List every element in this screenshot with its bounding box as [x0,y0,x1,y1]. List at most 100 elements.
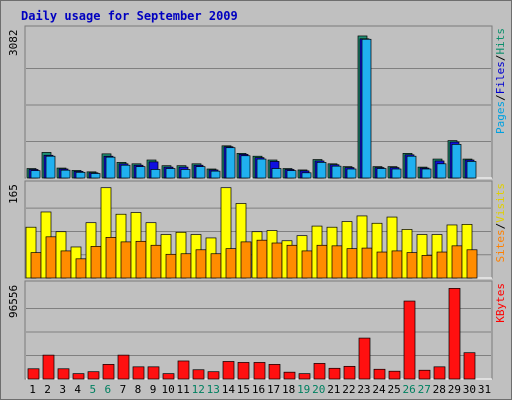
x-tick-label: 9 [150,383,157,396]
legend: Pages/Files/Hits [494,28,507,134]
bar-sites [436,251,448,279]
bar-sites [135,240,147,279]
bar-kbytes [313,363,326,380]
bar-pages [90,173,101,179]
bar-kbytes [177,360,190,380]
bar-kbytes [283,371,296,380]
bar-kbytes [253,362,266,380]
x-tick-label: 1 [29,383,36,396]
y-max-label: 3082 [7,30,20,57]
bar-sites [331,245,343,279]
x-tick-label: 7 [120,383,127,396]
bar-kbytes [343,365,356,380]
y-max-label: 96556 [7,285,20,318]
bar-pages [286,170,297,179]
x-tick-label: 17 [267,383,280,396]
bar-kbytes [147,366,160,380]
bar-kbytes [448,288,461,380]
bar-pages [421,168,432,179]
bar-kbytes [27,368,40,380]
x-tick-label: 30 [463,383,476,396]
bar-sites [466,249,478,279]
legend-entry: KBytes [494,283,507,323]
x-tick-label: 20 [312,383,325,396]
bar-kbytes [418,369,431,380]
x-tick-label: 21 [327,383,340,396]
chart-title: Daily usage for September 2009 [21,9,238,23]
bar-kbytes [192,369,205,380]
bar-pages [376,168,387,179]
bar-pages [271,168,282,179]
bar-kbytes [57,368,70,380]
x-tick-label: 28 [433,383,446,396]
bar-pages [451,144,462,179]
legend-entry: Files [494,61,507,94]
bar-kbytes [102,364,115,380]
x-tick-label: 27 [418,383,431,396]
bar-pages [331,165,342,179]
bar-pages [466,161,477,179]
x-tick-label: 15 [237,383,250,396]
x-tick-label: 19 [297,383,310,396]
bar-sites [75,258,87,279]
legend-entry: Pages [494,101,507,134]
bar-sites [271,242,283,279]
bar-kbytes [268,364,281,380]
bar-sites [301,250,313,279]
x-tick-label: 23 [357,383,370,396]
bar-pages [240,155,251,179]
panel-kbytes: 96556 KBytes [7,280,507,380]
x-tick-label: 3 [59,383,66,396]
bar-sites [225,248,237,279]
bar-pages [361,38,372,179]
x-tick-label: 6 [105,383,112,396]
bar-pages [225,147,236,179]
bar-kbytes [373,368,386,380]
bar-sites [256,239,268,279]
bar-sites [451,245,463,279]
bar-pages [135,166,146,179]
legend-entry: / [494,55,507,62]
bar-sites [165,253,177,279]
panel-border [24,25,493,179]
bar-pages [406,155,417,179]
bar-sites [210,253,222,279]
bar-sites [30,252,42,279]
bar-pages [195,166,206,179]
bar-pages [150,169,161,179]
bar-sites [240,241,252,279]
bar-kbytes [117,354,130,380]
y-max-label: 165 [7,184,20,204]
bar-kbytes [42,354,55,380]
legend-entry: Visits [494,183,507,223]
bar-pages [391,168,402,179]
bar-pages [75,171,86,179]
bar-sites [150,244,162,279]
bar-sites [180,253,192,279]
bar-pages [256,158,267,179]
bar-pages [301,172,312,179]
bar-kbytes [433,366,446,380]
bar-kbytes [72,373,85,380]
x-tick-label: 31 [478,383,491,396]
bar-pages [316,162,327,179]
x-tick-label: 29 [448,383,461,396]
x-tick-label: 2 [44,383,51,396]
bar-sites [376,251,388,279]
bar-pages [346,168,357,179]
x-tick-label: 14 [222,383,236,396]
bar-sites [120,241,132,279]
bar-kbytes [162,373,175,380]
bar-kbytes [388,370,401,380]
x-tick-label: 24 [372,383,386,396]
bar-pages [60,169,71,179]
bar-sites [286,244,298,279]
bar-pages [120,164,131,179]
bar-kbytes [222,361,235,380]
x-tick-label: 18 [282,383,295,396]
bar-kbytes [403,300,416,380]
bar-pages [165,168,176,179]
bar-kbytes [298,373,311,380]
